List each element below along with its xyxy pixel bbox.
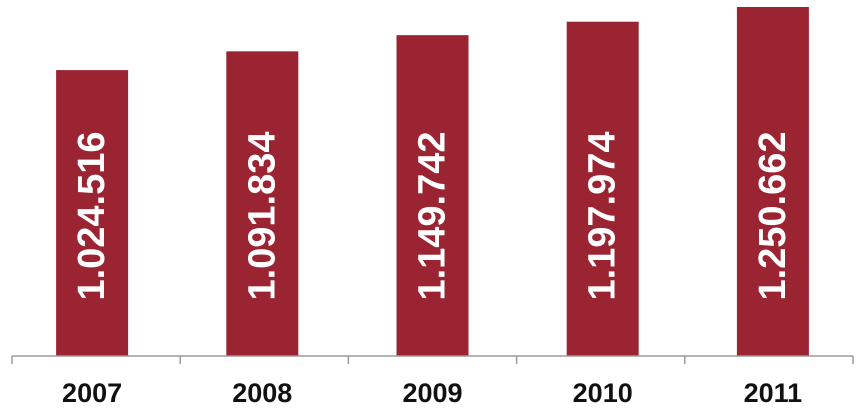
- bar-2010: [566, 21, 639, 357]
- category-labels: 2007 2008 2009 2010 2011: [62, 378, 802, 408]
- data-label-2010: 1.197.974: [582, 131, 624, 300]
- category-label-2010: 2010: [573, 378, 633, 408]
- bar-2009: [396, 35, 469, 356]
- bar-2007: [56, 70, 129, 357]
- category-label-2011: 2011: [744, 378, 803, 408]
- data-label-2011: 1.250.662: [752, 131, 794, 300]
- data-label-2008: 1.091.834: [241, 131, 283, 300]
- bars-group: 1.024.516 1.091.834 1.149.742 1.197.974 1.25…: [56, 7, 809, 357]
- category-label-2007: 2007: [62, 378, 122, 408]
- data-label-2009: 1.149.742: [412, 131, 454, 300]
- bar-2008: [226, 51, 299, 357]
- data-label-2007: 1.024.516: [71, 131, 113, 300]
- x-axis: [11, 355, 854, 364]
- bar-2011: [736, 7, 809, 356]
- category-label-2009: 2009: [402, 378, 462, 408]
- category-label-2008: 2008: [232, 378, 292, 408]
